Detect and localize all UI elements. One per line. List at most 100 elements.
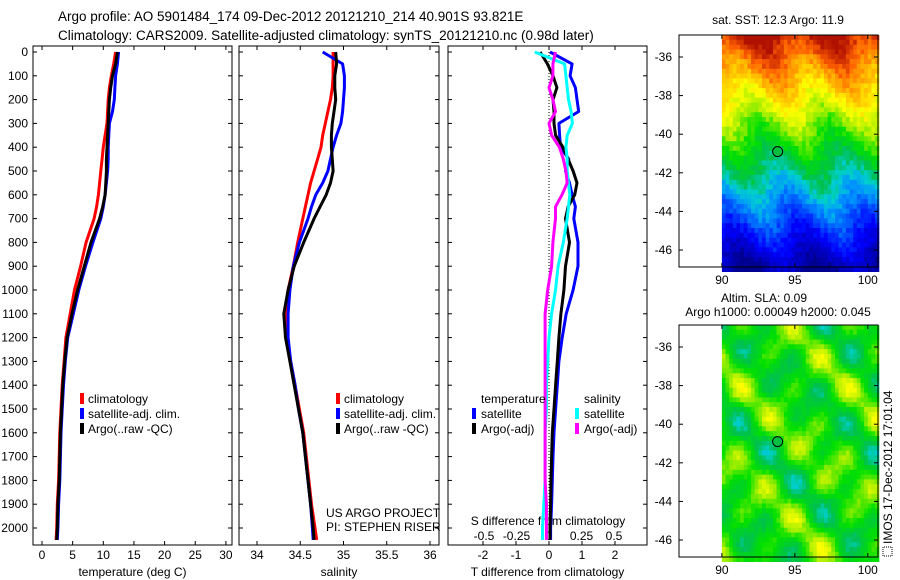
y-tick-label: 700 [8, 212, 28, 226]
y-tick-label: -46 [655, 243, 673, 257]
map-subtitle: Argo h1000: 0.00049 h2000: 0.045 [685, 305, 871, 319]
x-tick-label: 34.5 [289, 548, 313, 562]
x-tick-label: 10 [97, 548, 111, 562]
y-tick-label: 1000 [1, 283, 28, 297]
legend-label: climatology [344, 392, 404, 406]
legend-swatch [80, 393, 84, 404]
x-tick-label: 30 [219, 548, 233, 562]
x-axis-label: T difference from climatology [471, 565, 625, 579]
imos-timestamp: IMOS 17-Dec-2012 17:01:04 [881, 390, 895, 557]
plot-frame [32, 45, 233, 546]
plot-frame [238, 45, 440, 546]
argo-location-marker [772, 436, 784, 448]
project-credit: US ARGO PROJECT [326, 506, 441, 520]
y-tick-label: 1100 [2, 307, 28, 321]
s-tick-label: -0.5 [474, 529, 495, 543]
y-tick-label: 900 [8, 259, 28, 273]
x-tick-label: 25 [189, 548, 203, 562]
s-tick-label: -0.25 [503, 529, 531, 543]
y-tick-label: -44 [655, 494, 673, 508]
y-tick-label: -40 [655, 127, 673, 141]
figure-title-line2: Climatology: CARS2009. Satellite-adjuste… [58, 28, 594, 43]
x-tick-label: 0 [546, 548, 553, 562]
legend-header: temperature [481, 392, 546, 406]
sst-map: 90 95 100 -36 -38 -40 -42 -44 -46 sat. SST: 12.3 … [655, 13, 880, 287]
series-line-argo-raw-qc- [282, 51, 339, 541]
sla-map: 90 95 100 -36 -38 -40 -42 -44 -46 Altim. SLA: 0.0… [655, 291, 880, 577]
x-tick-label: 90 [715, 273, 729, 287]
legend-label: satellite [584, 407, 625, 421]
map-title: Altim. SLA: 0.09 [721, 291, 807, 305]
y-tick-label: 1400 [1, 378, 28, 392]
x-tick-label: -2 [478, 548, 489, 562]
salinity-profile-panel: 34 34.5 35 35.5 36 salinity climatologysatelli… [238, 45, 440, 579]
plot-frame [447, 45, 648, 546]
x-tick-label: 1 [579, 548, 586, 562]
legend-swatch [336, 423, 340, 434]
heatmap-cells [721, 35, 880, 272]
series-line-satellite-adj-clim- [286, 50, 346, 541]
legend-swatch [472, 423, 476, 434]
legend-swatch [80, 408, 84, 419]
y-tick-label: 0 [21, 45, 28, 59]
y-tick-label: 1500 [1, 402, 28, 416]
s-axis-label: S difference from climatology [471, 514, 626, 528]
x-tick-label: -1 [511, 548, 522, 562]
y-tick-label: 1700 [1, 450, 28, 464]
map-frame [678, 324, 879, 558]
legend-label: Argo(..raw -QC) [88, 422, 173, 436]
x-axis-label: temperature (deg C) [78, 565, 186, 579]
y-tick-label: -46 [655, 533, 673, 547]
y-tick-label: 1200 [1, 331, 28, 345]
legend-swatch [336, 393, 340, 404]
y-tick-label: -36 [655, 340, 673, 354]
legend-header: salinity [584, 392, 621, 406]
x-axis-label: salinity [321, 565, 358, 579]
legend-swatch [336, 408, 340, 419]
series-line-argo-adj- [543, 51, 569, 540]
imos-logo-icon [882, 546, 893, 557]
legend-swatch [575, 408, 579, 419]
difference-profile-panel: -2 -1 0 1 2 T difference from climatology -0.5… [447, 45, 648, 579]
x-tick-label: 35 [337, 548, 351, 562]
y-tick-label: 600 [8, 188, 28, 202]
y-tick-label: -40 [655, 417, 673, 431]
legend-label: climatology [88, 392, 148, 406]
legend: temperature salinitysatelliteArgo(-adj)sa… [472, 392, 637, 436]
x-tick-label: 5 [69, 548, 76, 562]
series-line-climatology [284, 52, 335, 541]
figure-title-line1: Argo profile: AO 5901484_174 09-Dec-2012… [58, 9, 523, 24]
x-tick-label: 15 [127, 548, 141, 562]
legend-label: satellite-adj. clim. [88, 407, 180, 421]
y-tick-label: -42 [655, 166, 673, 180]
map-title: sat. SST: 12.3 Argo: 11.9 [712, 13, 844, 27]
legend-label: satellite [481, 407, 522, 421]
argo-location-marker [772, 146, 784, 158]
y-tick-label: -44 [655, 204, 673, 218]
x-tick-label: 35.5 [375, 548, 399, 562]
y-tick-label: 2000 [1, 521, 28, 535]
x-tick-label: 36 [423, 548, 437, 562]
y-tick-label: -36 [655, 50, 673, 64]
x-tick-label: 2 [612, 548, 619, 562]
y-tick-label: 500 [8, 164, 28, 178]
y-tick-label: 1600 [1, 426, 28, 440]
s-tick-label: 0.5 [606, 529, 623, 543]
legend-swatch [472, 408, 476, 419]
y-tick-label: -42 [655, 456, 673, 470]
x-tick-label: 100 [858, 563, 878, 577]
heatmap-cells [721, 325, 880, 562]
y-tick-label: 800 [8, 235, 28, 249]
x-tick-label: 95 [788, 273, 802, 287]
series-line-satellite [549, 50, 581, 540]
y-tick-label: 400 [8, 140, 28, 154]
imos-timestamp-text: IMOS 17-Dec-2012 17:01:04 [881, 390, 895, 544]
legend-swatch [575, 423, 579, 434]
pi-credit: PI: STEPHEN RISER [326, 520, 441, 534]
legend-label: satellite-adj. clim. [344, 407, 436, 421]
x-tick-label: 34 [250, 548, 264, 562]
x-tick-label: 20 [158, 548, 172, 562]
